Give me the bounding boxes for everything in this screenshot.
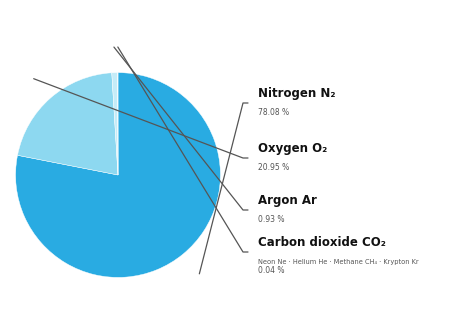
Text: Argon Ar: Argon Ar xyxy=(258,194,317,207)
Wedge shape xyxy=(112,72,118,175)
Text: 0.93 %: 0.93 % xyxy=(258,215,284,224)
Text: 20.95 %: 20.95 % xyxy=(258,163,289,172)
Text: 0.04 %: 0.04 % xyxy=(258,266,284,275)
Text: Neon Ne · Helium He · Methane CH₄ · Krypton Kr: Neon Ne · Helium He · Methane CH₄ · Kryp… xyxy=(258,259,419,265)
Text: Carbon dioxide CO₂: Carbon dioxide CO₂ xyxy=(258,236,386,249)
Text: 78.08 %: 78.08 % xyxy=(258,108,289,117)
Wedge shape xyxy=(18,73,118,175)
Text: Nitrogen N₂: Nitrogen N₂ xyxy=(258,87,336,100)
Text: Oxygen O₂: Oxygen O₂ xyxy=(258,142,327,155)
Wedge shape xyxy=(16,72,220,278)
